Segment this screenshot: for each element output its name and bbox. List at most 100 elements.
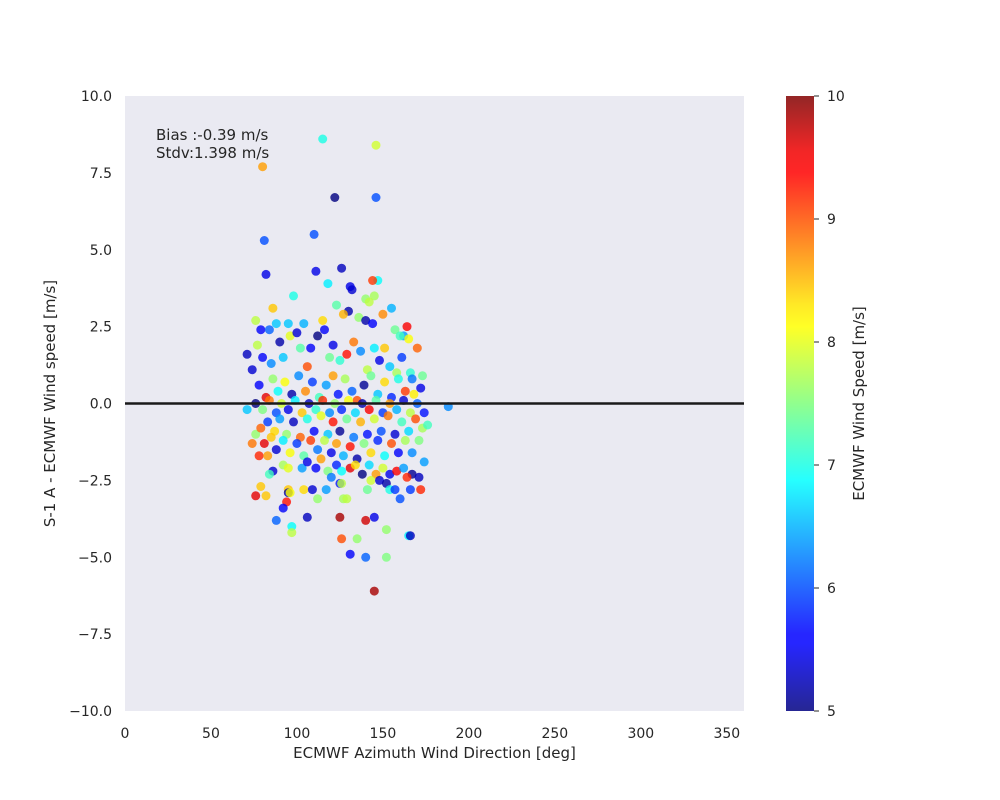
scatter-point	[418, 371, 427, 381]
y-tick-label: 7.5	[90, 166, 112, 182]
colorbar-tick-label: 7	[827, 458, 836, 474]
scatter-point	[292, 328, 302, 338]
scatter-point	[254, 380, 264, 390]
scatter-point	[361, 316, 371, 325]
scatter-point	[375, 355, 384, 365]
scatter-point	[366, 475, 376, 485]
scatter-point	[318, 134, 328, 144]
scatter-point	[299, 319, 309, 329]
scatter-point	[356, 417, 366, 427]
scatter-point	[292, 439, 302, 448]
scatter-point	[309, 426, 319, 436]
scatter-point	[381, 552, 391, 562]
y-tick-label: −2.5	[78, 473, 112, 489]
scatter-point	[252, 340, 262, 350]
colorbar	[786, 96, 814, 711]
scatter-point	[268, 303, 278, 313]
scatter-point	[264, 325, 274, 335]
scatter-point	[271, 515, 281, 525]
scatter-point	[373, 435, 383, 445]
scatter-point	[380, 451, 390, 461]
scatter-point	[393, 374, 403, 384]
scatter-point	[352, 534, 362, 544]
scatter-point	[275, 414, 285, 424]
scatter-point	[359, 380, 369, 390]
y-tick-label: 2.5	[90, 320, 112, 336]
scatter-point	[283, 319, 293, 329]
scatter-point	[369, 586, 379, 596]
x-tick-label: 300	[627, 726, 654, 742]
scatter-point	[362, 429, 372, 439]
y-tick-label: 10.0	[81, 89, 112, 105]
scatter-point	[347, 386, 357, 396]
scatter-point	[387, 439, 396, 448]
scatter-point	[395, 331, 405, 341]
scatter-point	[328, 340, 338, 350]
scatter-point	[307, 485, 317, 495]
scatter-point	[306, 343, 316, 353]
scatter-point	[335, 426, 345, 436]
scatter-point	[414, 472, 424, 482]
scatter-point	[333, 389, 343, 399]
scatter-point	[404, 426, 414, 436]
scatter-point	[369, 414, 379, 424]
scatter-point	[378, 309, 388, 319]
scatter-point	[337, 534, 347, 544]
scatter-point	[301, 386, 310, 396]
scatter-point	[297, 408, 307, 418]
scatter-point	[390, 325, 400, 335]
colorbar-ticks: 5 6 7 8 9 10	[814, 89, 845, 720]
scatter-point	[407, 374, 417, 384]
scatter-point	[287, 528, 297, 538]
scatter-point	[407, 448, 417, 458]
scatter-point	[400, 435, 410, 445]
scatter-point	[256, 482, 266, 491]
scatter-point	[285, 331, 295, 341]
scatter-point	[278, 503, 288, 513]
scatter-point	[383, 411, 393, 421]
y-tick-label: 0.0	[90, 397, 112, 413]
scatter-point	[313, 445, 323, 455]
colorbar-tick-label: 10	[827, 89, 845, 105]
scatter-point	[332, 439, 341, 448]
x-tick-label: 50	[202, 726, 220, 742]
scatter-point	[400, 386, 410, 396]
scatter-point	[337, 466, 347, 476]
scatter-point	[395, 494, 405, 504]
scatter-point	[423, 420, 433, 430]
scatter-point	[399, 463, 409, 473]
scatter-point	[278, 352, 288, 362]
scatter-point	[302, 362, 312, 372]
scatter-point	[289, 417, 298, 427]
scatter-point	[266, 432, 276, 442]
scatter-point	[397, 417, 407, 427]
scatter-point	[242, 349, 252, 359]
scatter-point	[335, 355, 345, 365]
scatter-point	[285, 488, 295, 498]
scatter-point	[369, 512, 379, 522]
scatter-point	[347, 285, 357, 295]
scatter-point	[295, 343, 305, 353]
scatter-point	[271, 319, 281, 329]
scatter-point	[280, 377, 290, 387]
scatter-point	[309, 229, 319, 239]
scatter-point	[259, 236, 269, 245]
scatter-point	[316, 454, 326, 464]
scatter-point	[350, 460, 360, 470]
scatter-point	[402, 472, 412, 482]
scatter-point	[261, 269, 271, 279]
x-tick-label: 200	[456, 726, 483, 742]
scatter-point	[268, 374, 278, 384]
scatter-point	[419, 457, 429, 467]
scatter-point	[335, 512, 345, 522]
scatter-point	[416, 383, 426, 393]
scatter-point	[294, 371, 304, 381]
scatter-point	[330, 193, 340, 202]
colorbar-tick-label: 5	[827, 704, 836, 720]
scatter-point	[251, 316, 261, 325]
scatter-point	[371, 193, 381, 202]
scatter-point	[326, 472, 336, 482]
scatter-point	[369, 343, 379, 353]
y-tick-label: 5.0	[90, 243, 112, 259]
